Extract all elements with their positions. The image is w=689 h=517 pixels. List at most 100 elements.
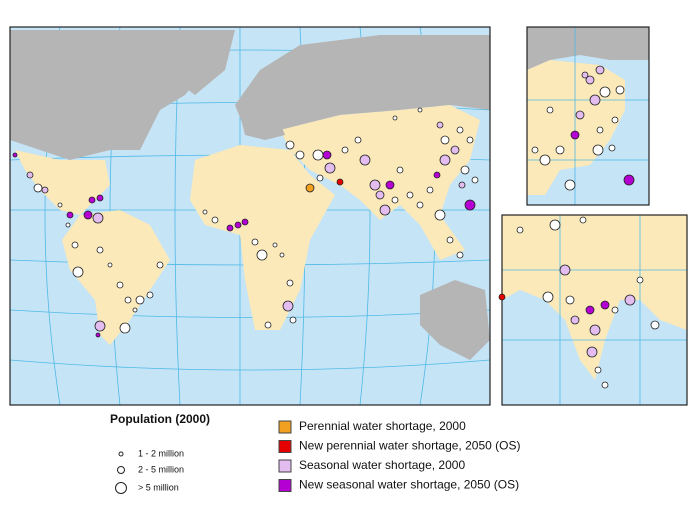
legend-swatch bbox=[278, 440, 292, 453]
city-symbol bbox=[464, 199, 476, 211]
city-symbol bbox=[585, 75, 595, 85]
city-symbol bbox=[549, 219, 561, 231]
city-symbol bbox=[119, 322, 131, 334]
city-symbol bbox=[41, 186, 49, 194]
city-symbol bbox=[107, 262, 113, 268]
city-symbol bbox=[211, 216, 219, 224]
size-symbol bbox=[118, 451, 124, 457]
city-symbol bbox=[72, 266, 84, 278]
city-symbol bbox=[589, 324, 601, 336]
legend-label: 2 - 5 million bbox=[138, 464, 184, 474]
city-symbol bbox=[439, 154, 451, 166]
city-symbol bbox=[426, 186, 434, 194]
shortage-legend: Perennial water shortage, 2000 New perenn… bbox=[278, 419, 520, 492]
city-symbol bbox=[623, 174, 635, 186]
legend-swatch bbox=[278, 459, 292, 473]
city-symbol bbox=[282, 300, 294, 312]
city-symbol bbox=[546, 106, 554, 114]
city-symbol bbox=[234, 221, 242, 229]
city-symbol bbox=[391, 196, 399, 204]
legend-label: Seasonal water shortage, 2000 bbox=[299, 458, 465, 472]
city-symbol bbox=[124, 296, 132, 304]
city-symbol bbox=[570, 130, 580, 140]
city-symbol bbox=[33, 183, 43, 193]
city-symbol bbox=[354, 136, 362, 144]
city-symbol bbox=[132, 307, 138, 313]
city-symbol bbox=[92, 212, 104, 224]
city-symbol bbox=[57, 202, 63, 208]
city-symbol bbox=[575, 110, 585, 120]
city-symbol bbox=[94, 320, 106, 332]
legend-title: Population (2000) bbox=[110, 412, 210, 426]
city-symbol bbox=[592, 144, 604, 156]
city-symbol bbox=[611, 306, 619, 314]
city-symbol bbox=[599, 86, 611, 98]
city-symbol bbox=[516, 226, 524, 234]
city-symbol bbox=[241, 218, 249, 226]
city-symbol bbox=[95, 332, 101, 338]
city-symbol bbox=[624, 294, 636, 306]
city-symbol bbox=[440, 135, 450, 145]
city-symbol bbox=[65, 222, 71, 228]
legend-label: Perennial water shortage, 2000 bbox=[299, 419, 466, 433]
city-symbol bbox=[305, 183, 315, 193]
city-symbol bbox=[369, 179, 381, 191]
inset-frame bbox=[501, 214, 688, 406]
city-symbol bbox=[595, 65, 605, 75]
inset-frame bbox=[526, 26, 650, 206]
city-symbol bbox=[146, 291, 154, 299]
city-symbol bbox=[542, 291, 554, 303]
city-symbol bbox=[433, 171, 441, 179]
city-symbol bbox=[456, 251, 464, 259]
city-symbol bbox=[416, 201, 424, 209]
city-symbol bbox=[71, 241, 79, 249]
city-symbol bbox=[279, 252, 285, 258]
legend-swatch bbox=[278, 420, 292, 434]
city-symbol bbox=[312, 149, 324, 161]
city-symbol bbox=[385, 180, 395, 190]
city-symbol bbox=[596, 126, 604, 134]
city-symbol bbox=[466, 136, 474, 144]
inset-east-asia bbox=[527, 27, 649, 205]
city-symbol bbox=[324, 162, 336, 174]
city-symbol bbox=[375, 190, 385, 200]
city-symbol bbox=[88, 196, 96, 204]
city-symbol bbox=[498, 293, 506, 301]
city-symbol bbox=[285, 140, 295, 150]
city-symbol bbox=[594, 366, 602, 374]
city-symbol bbox=[600, 300, 610, 310]
legend-label: New perennial water shortage, 2050 (OS) bbox=[299, 439, 520, 453]
city-symbol bbox=[116, 281, 124, 289]
city-symbol bbox=[156, 261, 164, 269]
city-symbol bbox=[272, 242, 278, 248]
city-symbol bbox=[202, 209, 208, 215]
city-symbol bbox=[336, 178, 344, 186]
size-symbol bbox=[117, 466, 125, 474]
city-symbol bbox=[392, 115, 398, 121]
legend-label: New seasonal water shortage, 2050 (OS) bbox=[299, 478, 519, 492]
city-symbol bbox=[539, 154, 551, 166]
city-symbol bbox=[396, 166, 404, 174]
city-symbol bbox=[96, 194, 104, 202]
city-symbol bbox=[636, 276, 644, 284]
size-symbol bbox=[115, 482, 127, 494]
city-symbol bbox=[589, 94, 601, 106]
city-symbol bbox=[226, 224, 234, 232]
city-symbol bbox=[12, 152, 18, 158]
legend-swatch bbox=[278, 479, 292, 492]
map-frame bbox=[9, 26, 491, 406]
city-symbol bbox=[264, 321, 272, 329]
city-symbol bbox=[286, 279, 294, 287]
city-symbol bbox=[460, 165, 470, 175]
city-symbol bbox=[295, 150, 305, 160]
city-symbol bbox=[450, 145, 460, 155]
city-symbol bbox=[586, 346, 598, 358]
city-symbol bbox=[458, 181, 466, 189]
city-symbol bbox=[564, 179, 576, 191]
city-symbol bbox=[570, 315, 580, 325]
city-symbol bbox=[26, 171, 34, 179]
city-symbol bbox=[96, 246, 104, 254]
cities bbox=[12, 65, 660, 389]
city-symbol bbox=[251, 238, 259, 246]
